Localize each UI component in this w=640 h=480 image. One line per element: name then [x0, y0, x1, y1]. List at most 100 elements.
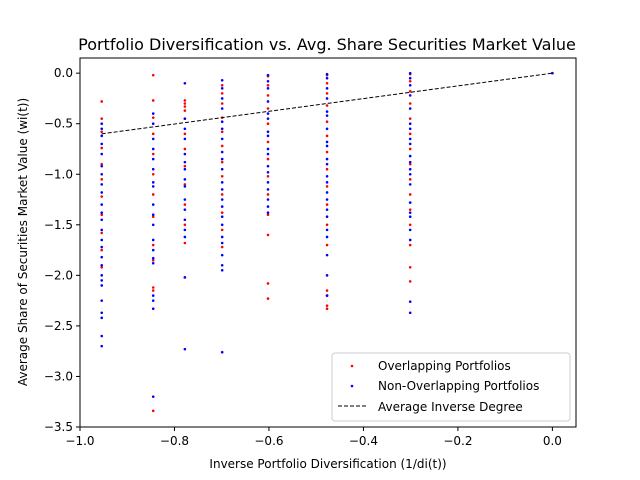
non-overlapping-point: [100, 122, 104, 126]
non-overlapping-point: [100, 134, 104, 138]
overlapping-point: [408, 280, 412, 283]
non-overlapping-point: [266, 100, 270, 103]
non-overlapping-point: [408, 228, 412, 232]
overlapping-point: [220, 245, 224, 249]
non-overlapping-point: [100, 164, 104, 168]
y-tick-label: −2.5: [44, 319, 73, 333]
non-overlapping-point: [183, 152, 187, 156]
overlapping-point: [220, 211, 224, 214]
overlapping-point: [183, 203, 187, 206]
overlapping-point: [408, 90, 412, 93]
overlapping-point: [325, 243, 329, 247]
non-overlapping-point: [325, 87, 329, 90]
non-overlapping-point: [408, 76, 412, 80]
non-overlapping-point: [325, 76, 329, 80]
overlapping-point: [266, 83, 270, 87]
overlapping-point: [408, 117, 412, 120]
non-overlapping-point: [151, 185, 155, 188]
overlapping-point: [183, 132, 187, 136]
x-tick-label: −0.6: [254, 434, 283, 448]
non-overlapping-point: [408, 137, 412, 141]
non-overlapping-point: [151, 223, 155, 227]
x-tick-label: 0.0: [543, 434, 562, 448]
overlapping-point: [183, 109, 187, 112]
non-overlapping-point: [183, 178, 187, 181]
non-overlapping-point: [220, 157, 224, 161]
overlapping-point: [151, 243, 155, 247]
non-overlapping-point: [100, 218, 104, 222]
overlapping-point: [408, 147, 412, 151]
non-overlapping-point: [151, 181, 155, 184]
overlapping-point: [151, 215, 155, 219]
y-tick-label: 0.0: [54, 66, 73, 80]
non-overlapping-point: [183, 347, 187, 351]
non-overlapping-point: [151, 256, 155, 260]
overlapping-point: [220, 102, 224, 105]
non-overlapping-point: [100, 183, 104, 186]
non-overlapping-point: [100, 311, 104, 315]
non-overlapping-point: [408, 122, 412, 126]
overlapping-point: [183, 223, 187, 227]
non-overlapping-point: [151, 157, 155, 161]
non-overlapping-point: [266, 73, 270, 77]
non-overlapping-point: [266, 117, 270, 120]
non-overlapping-point: [220, 350, 224, 354]
y-tick-label: −0.5: [44, 117, 73, 131]
non-overlapping-point: [325, 191, 329, 194]
non-overlapping-point: [220, 198, 224, 201]
y-tick-label: −2.0: [44, 268, 73, 282]
non-overlapping-point: [220, 253, 224, 257]
overlapping-point: [183, 102, 187, 105]
non-overlapping-point: [151, 307, 155, 311]
non-overlapping-point: [151, 299, 155, 302]
non-overlapping-point: [151, 261, 155, 265]
non-overlapping-point: [100, 334, 104, 338]
non-overlapping-point: [266, 112, 270, 115]
non-overlapping-point: [220, 78, 224, 82]
non-overlapping-point: [151, 395, 155, 398]
overlapping-point: [100, 231, 104, 235]
non-overlapping-point: [220, 241, 224, 245]
non-overlapping-point: [325, 174, 329, 178]
non-overlapping-point: [100, 142, 104, 146]
non-overlapping-point: [408, 201, 412, 204]
overlapping-point: [220, 193, 224, 196]
non-overlapping-point: [408, 167, 412, 171]
non-overlapping-point: [100, 299, 104, 302]
overlapping-point: [325, 134, 329, 138]
overlapping-point: [183, 99, 187, 102]
overlapping-point: [100, 162, 104, 166]
overlapping-point: [220, 144, 224, 148]
overlapping-point: [100, 265, 104, 269]
non-overlapping-point: [408, 127, 412, 131]
overlapping-point: [220, 160, 224, 164]
overlapping-point: [266, 282, 270, 285]
non-overlapping-point: [100, 255, 104, 259]
overlapping-point: [266, 213, 270, 216]
overlapping-point: [266, 140, 270, 144]
non-overlapping-point: [183, 198, 187, 201]
non-overlapping-point: [100, 284, 104, 287]
non-overlapping-point: [100, 127, 104, 131]
overlapping-point: [266, 193, 270, 196]
overlapping-point: [408, 223, 412, 227]
non-overlapping-point: [183, 137, 187, 141]
legend-marker-non-overlapping: [350, 384, 354, 388]
non-overlapping-point: [551, 71, 554, 75]
non-overlapping-point: [220, 188, 224, 191]
overlapping-point: [408, 178, 412, 181]
overlapping-point: [151, 152, 155, 156]
non-overlapping-point: [325, 253, 329, 257]
overlapping-point: [151, 73, 155, 77]
y-tick-label: −3.5: [44, 420, 73, 434]
overlapping-point: [325, 185, 329, 188]
overlapping-point: [408, 79, 412, 83]
non-overlapping-point: [325, 157, 329, 161]
non-overlapping-point: [408, 311, 412, 315]
non-overlapping-point: [325, 208, 329, 211]
non-overlapping-point: [325, 274, 329, 277]
overlapping-point: [151, 409, 155, 413]
non-overlapping-point: [325, 114, 329, 117]
non-overlapping-point: [151, 112, 155, 115]
overlapping-point: [408, 208, 412, 211]
